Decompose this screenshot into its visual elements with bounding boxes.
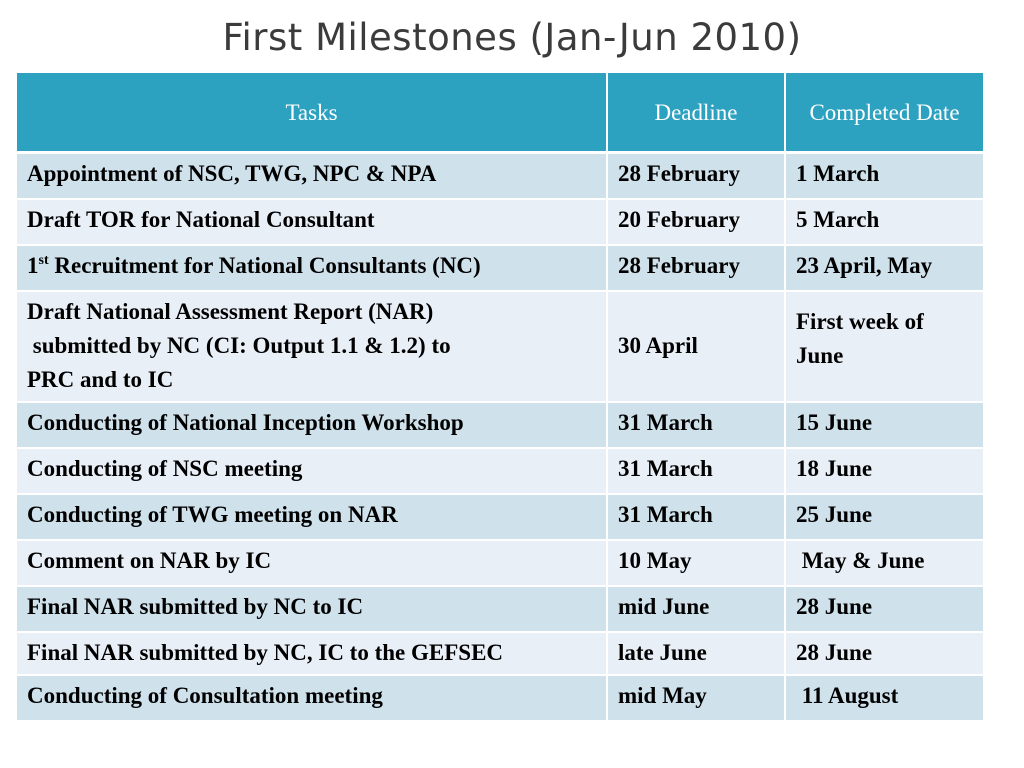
completed-cell: 18 June xyxy=(785,448,983,495)
table-row: Draft TOR for National Consultant 20 Feb… xyxy=(17,199,983,246)
deadline-cell: 31 March xyxy=(607,402,786,449)
task-cell: Conducting of Consultation meeting xyxy=(17,675,608,722)
deadline-cell: mid June xyxy=(607,586,786,633)
deadline-cell: 31 March xyxy=(607,494,786,541)
task-cell: Conducting of TWG meeting on NAR xyxy=(17,494,608,541)
table-header-row: Tasks Deadline Completed Date xyxy=(17,73,983,154)
table-row: Conducting of National Inception Worksho… xyxy=(17,402,983,449)
table-row: Final NAR submitted by NC, IC to the GEF… xyxy=(17,632,983,676)
completed-cell: 28 June xyxy=(785,586,983,633)
task-cell: Conducting of NSC meeting xyxy=(17,448,608,495)
completed-cell: 15 June xyxy=(785,402,983,449)
table-row: Final NAR submitted by NC to IC mid June… xyxy=(17,586,983,633)
task-cell: Final NAR submitted by NC to IC xyxy=(17,586,608,633)
task-line: submitted by NC (CI: Output 1.1 & 1.2) t… xyxy=(27,333,451,358)
milestones-table-container: Tasks Deadline Completed Date Appointmen… xyxy=(17,73,983,722)
completed-cell: 1 March xyxy=(785,152,983,200)
completed-cell: 5 March xyxy=(785,199,983,246)
table-row: Conducting of TWG meeting on NAR 31 Marc… xyxy=(17,494,983,541)
deadline-cell: mid May xyxy=(607,675,786,722)
table-row: 1st Recruitment for National Consultants… xyxy=(17,245,983,292)
milestones-table: Tasks Deadline Completed Date Appointmen… xyxy=(17,73,983,722)
task-cell: Conducting of National Inception Worksho… xyxy=(17,402,608,449)
header-completed-date: Completed Date xyxy=(785,73,983,154)
task-line: PRC and to IC xyxy=(27,367,174,392)
deadline-cell: 28 February xyxy=(607,245,786,292)
task-ordinal-number: 1 xyxy=(27,253,39,278)
header-deadline: Deadline xyxy=(607,73,786,154)
task-cell: Appointment of NSC, TWG, NPC & NPA xyxy=(17,152,608,200)
completed-cell: 28 June xyxy=(785,632,983,676)
task-text: Recruitment for National Consultants (NC… xyxy=(48,253,481,278)
deadline-cell: 20 February xyxy=(607,199,786,246)
task-cell: Draft TOR for National Consultant xyxy=(17,199,608,246)
table-row: Appointment of NSC, TWG, NPC & NPA 28 Fe… xyxy=(17,152,983,200)
completed-cell: First week of June xyxy=(785,291,983,403)
task-cell: Comment on NAR by IC xyxy=(17,540,608,587)
table-row: Conducting of NSC meeting 31 March 18 Ju… xyxy=(17,448,983,495)
completed-cell: 25 June xyxy=(785,494,983,541)
task-cell: Draft National Assessment Report (NAR) s… xyxy=(17,291,608,403)
header-tasks: Tasks xyxy=(17,73,608,154)
deadline-cell: late June xyxy=(607,632,786,676)
table-row: Comment on NAR by IC 10 May May & June xyxy=(17,540,983,587)
task-cell: Final NAR submitted by NC, IC to the GEF… xyxy=(17,632,608,676)
deadline-cell: 10 May xyxy=(607,540,786,587)
task-ordinal-suffix: st xyxy=(38,253,49,268)
deadline-cell: 30 April xyxy=(607,291,786,403)
task-cell: 1st Recruitment for National Consultants… xyxy=(17,245,608,292)
completed-cell: 11 August xyxy=(785,675,983,722)
task-line: Draft National Assessment Report (NAR) xyxy=(27,299,434,324)
deadline-cell: 28 February xyxy=(607,152,786,200)
slide-title: First Milestones (Jan-Jun 2010) xyxy=(222,16,802,59)
table-row: Draft National Assessment Report (NAR) s… xyxy=(17,291,983,403)
table-row: Conducting of Consultation meeting mid M… xyxy=(17,675,983,722)
completed-cell: May & June xyxy=(785,540,983,587)
deadline-cell: 31 March xyxy=(607,448,786,495)
completed-cell: 23 April, May xyxy=(785,245,983,292)
